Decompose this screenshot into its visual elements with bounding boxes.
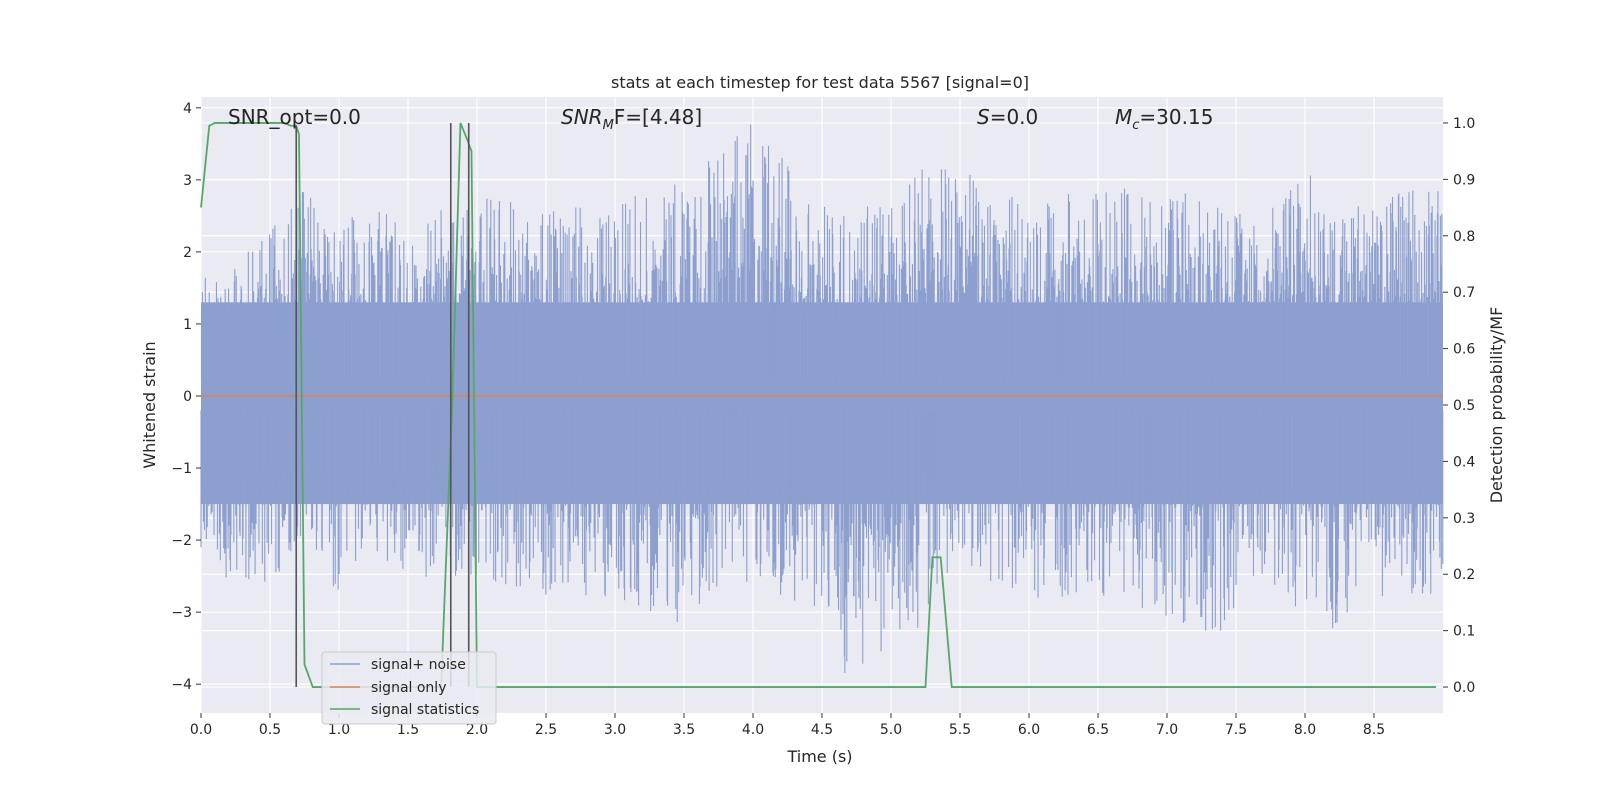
- y2-tick-label: 0.6: [1453, 342, 1475, 358]
- x-tick-label: 1.5: [397, 722, 419, 738]
- chart-title: stats at each timestep for test data 556…: [611, 73, 1029, 92]
- x-tick-label: 3.0: [604, 722, 626, 738]
- line-series: [200, 122, 1443, 688]
- annotation-snr-mf-sub: M: [603, 118, 614, 133]
- y2-tick-label: 1.0: [1453, 116, 1475, 132]
- x-tick-label: 4.0: [742, 722, 764, 738]
- annotation-snr-mf-base: SNR: [561, 105, 603, 129]
- legend: signal+ noise signal only signal statist…: [321, 651, 497, 725]
- series-signal-noise: [200, 124, 1444, 673]
- y2-tick-label: 0.3: [1453, 511, 1475, 527]
- vertical-markers: [295, 122, 470, 688]
- annotation-snr-opt: SNR_opt=0.0: [228, 105, 361, 129]
- x-axis-ticks: 0.0 0.5 1.0 1.5 2.0 2.5 3.0 3.5 4.0 4.5 5.0 5.5 6.0 6…: [190, 713, 1385, 738]
- x-tick-label: 0.0: [190, 722, 212, 738]
- y-tick-label: 1: [183, 317, 192, 333]
- y-tick-label: −2: [171, 533, 192, 549]
- y2-axis-label: Detection probability/MF: [1487, 307, 1506, 504]
- x-tick-label: 2.0: [466, 722, 488, 738]
- y2-tick-label: 0.7: [1453, 285, 1475, 301]
- annotation-mc-base: M: [1115, 105, 1132, 129]
- y-tick-label: 2: [183, 245, 192, 261]
- y2-tick-label: 0.0: [1453, 680, 1475, 696]
- y-tick-label: −3: [171, 605, 192, 621]
- y2-tick-label: 0.8: [1453, 229, 1475, 245]
- y2-tick-label: 0.5: [1453, 398, 1475, 414]
- annotation-snr-mf-rest: F=[4.48]: [614, 105, 702, 129]
- annotation-mc-sub: c: [1132, 118, 1139, 133]
- x-tick-label: 4.5: [811, 722, 833, 738]
- x-tick-label: 3.5: [673, 722, 695, 738]
- legend-label-signal-noise: signal+ noise: [371, 657, 466, 673]
- x-tick-label: 5.5: [949, 722, 971, 738]
- y2-tick-label: 0.4: [1453, 454, 1475, 470]
- x-tick-label: 6.0: [1018, 722, 1040, 738]
- y-tick-label: 4: [183, 101, 192, 117]
- y-axis-ticks: 4 3 2 1 0 −1 −2 −3 −4: [171, 101, 201, 693]
- y2-axis-ticks: 1.0 0.9 0.8 0.7 0.6 0.5 0.4 0.3 0.2 0.1 0.0: [1443, 116, 1475, 696]
- y2-tick-label: 0.2: [1453, 567, 1475, 583]
- y-tick-label: 0: [183, 389, 192, 405]
- y-tick-label: 3: [183, 173, 192, 189]
- annotation-s-value: S=0.0: [977, 105, 1038, 129]
- x-tick-label: 1.0: [328, 722, 350, 738]
- y-tick-label: −1: [171, 461, 192, 477]
- x-tick-label: 8.5: [1363, 722, 1385, 738]
- annotation-snr-mf: SNRMF=[4.48]: [561, 105, 702, 133]
- x-tick-label: 7.0: [1156, 722, 1178, 738]
- y2-tick-label: 0.1: [1453, 624, 1475, 640]
- legend-label-signal-statistics: signal statistics: [371, 702, 479, 718]
- x-tick-label: 7.5: [1225, 722, 1247, 738]
- x-tick-label: 6.5: [1087, 722, 1109, 738]
- annotation-s-rest: =0.0: [990, 105, 1039, 129]
- x-axis-label: Time (s): [786, 747, 852, 766]
- annotation-chirp-mass: Mc=30.15: [1115, 105, 1213, 133]
- legend-label-signal-only: signal only: [371, 680, 446, 696]
- y-tick-label: −4: [171, 677, 192, 693]
- x-tick-label: 8.0: [1294, 722, 1316, 738]
- y-axis-label: Whitened strain: [140, 341, 159, 468]
- x-tick-label: 2.5: [535, 722, 557, 738]
- x-tick-label: 5.0: [880, 722, 902, 738]
- y2-tick-label: 0.9: [1453, 172, 1475, 188]
- series-signal-statistics: [200, 122, 1437, 688]
- x-tick-label: 0.5: [259, 722, 281, 738]
- annotation-mc-rest: =30.15: [1139, 105, 1213, 129]
- legend-box: [321, 651, 497, 725]
- annotation-s-base: S: [977, 105, 990, 129]
- noise-series: [200, 124, 1444, 673]
